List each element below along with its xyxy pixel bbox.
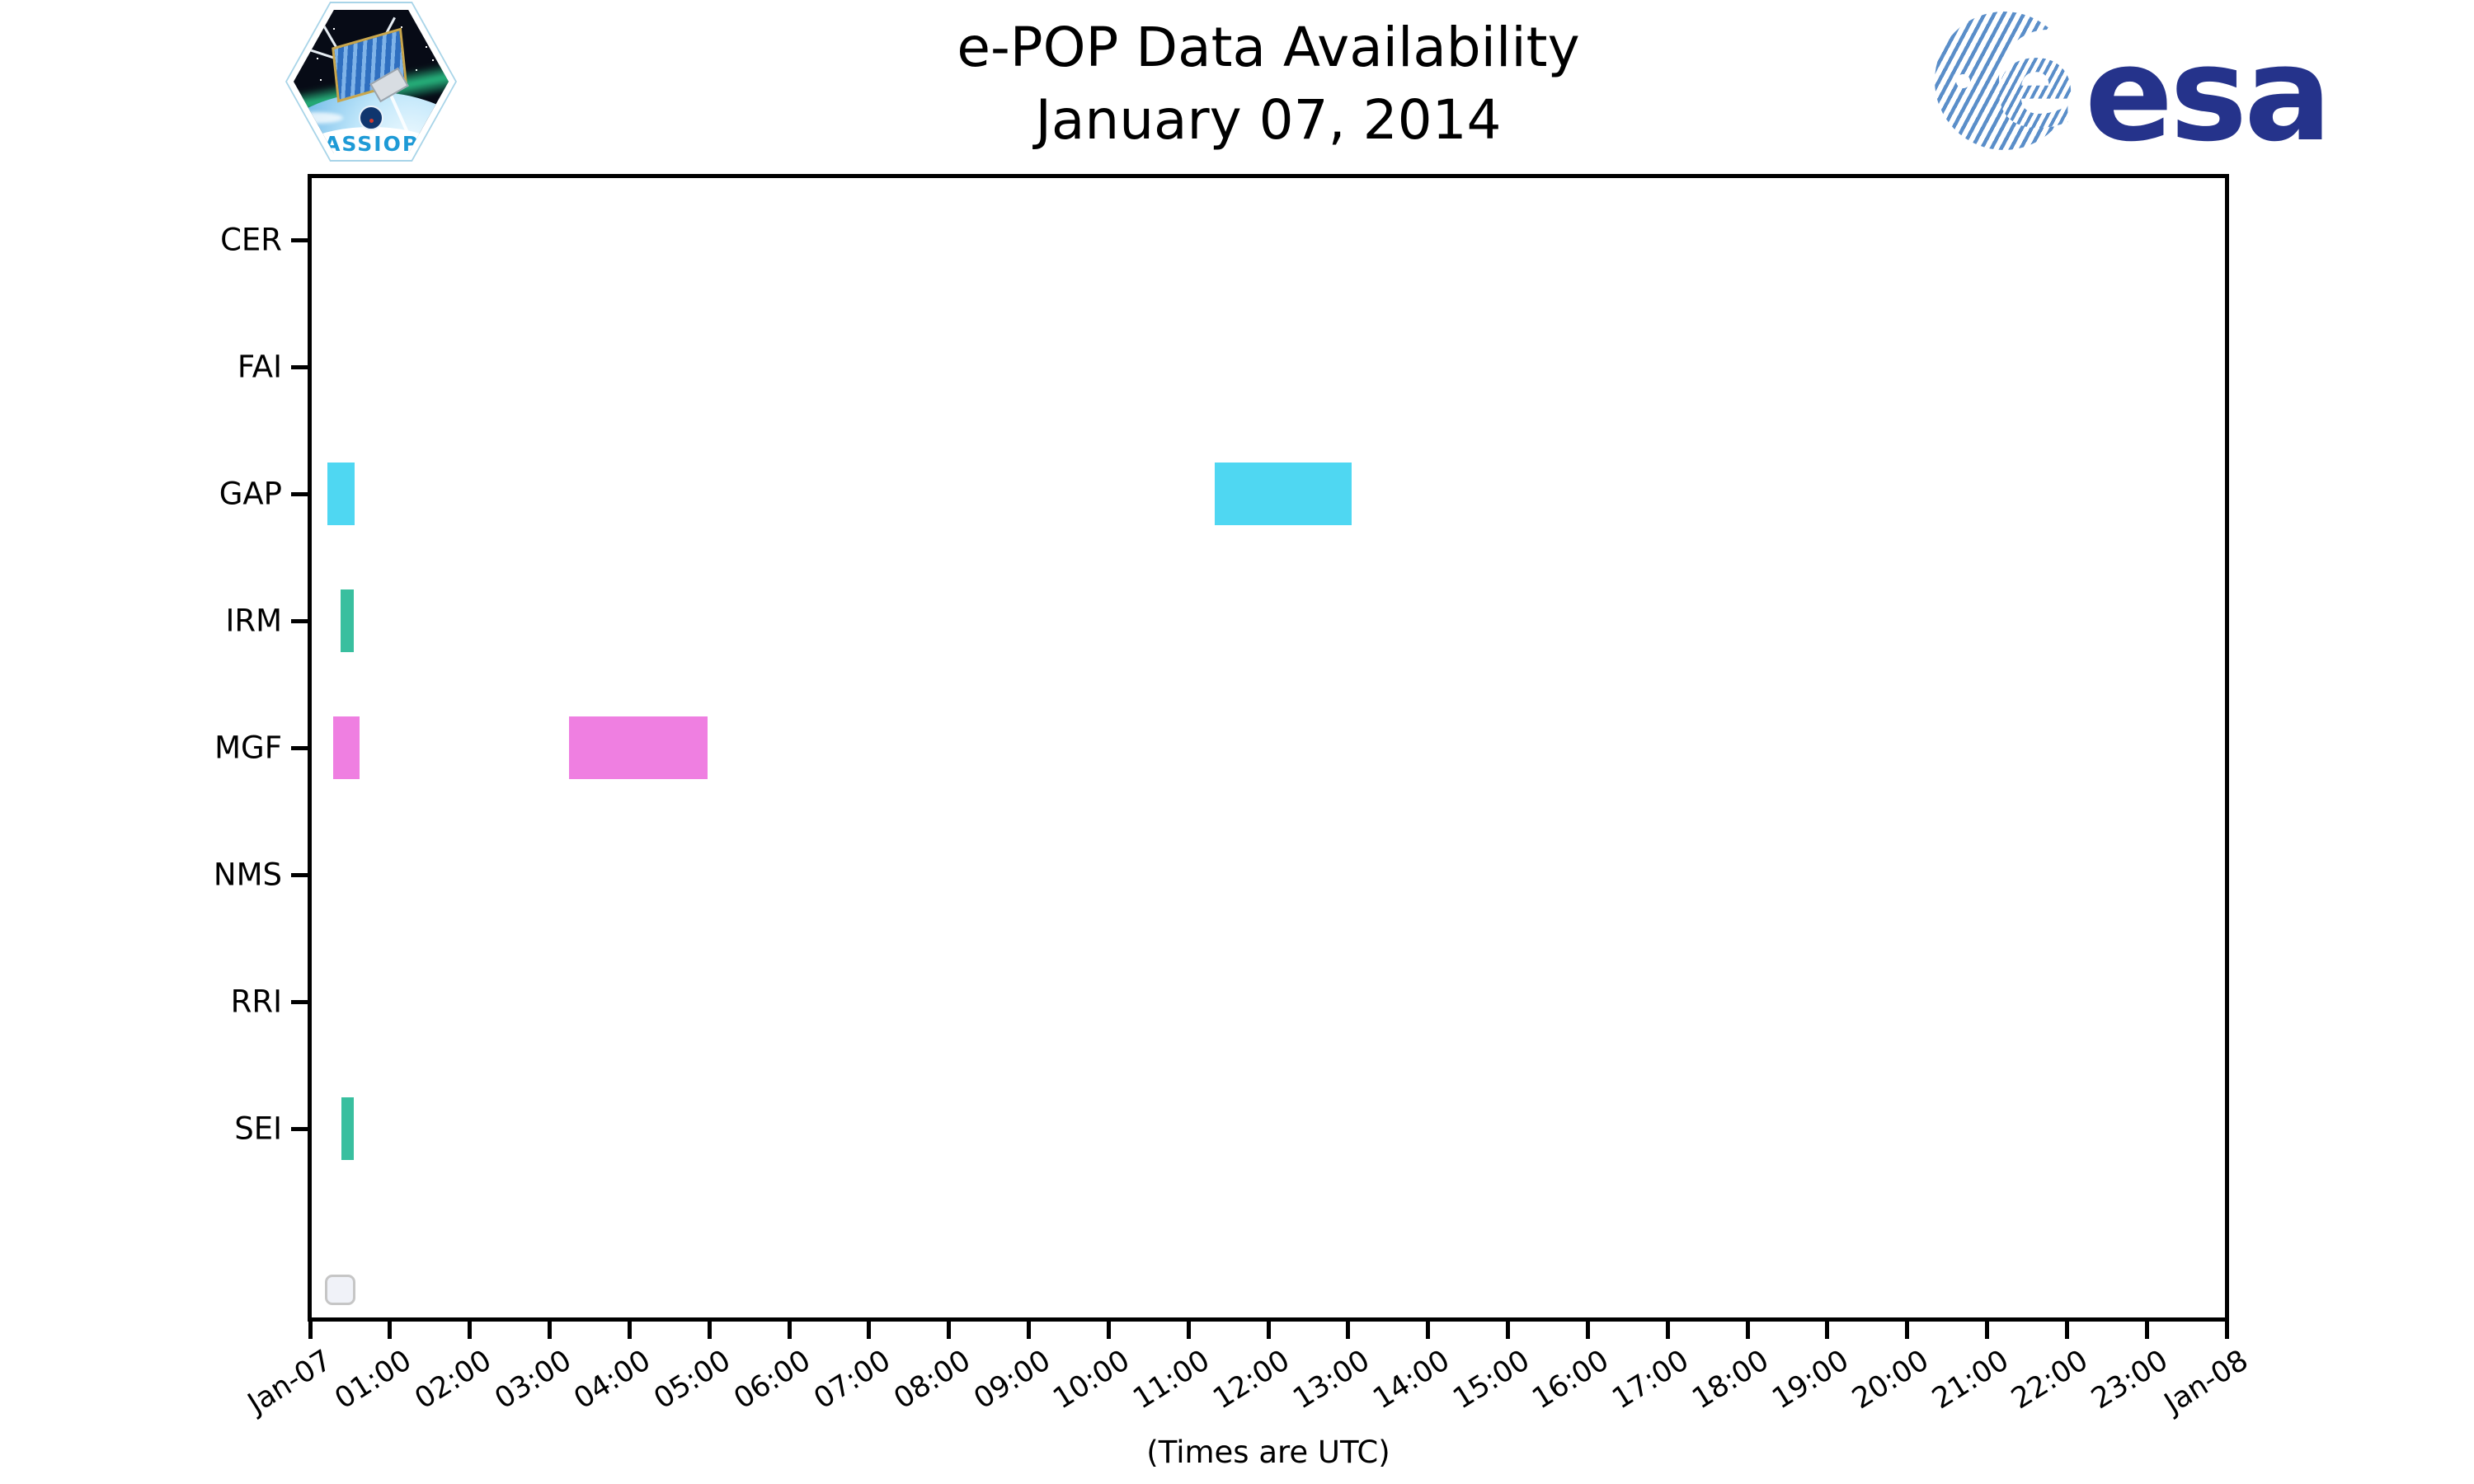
y-tick-CER [291, 237, 310, 242]
x-axis-label-03:00: 03:00 [488, 1344, 577, 1416]
x-tick-10:00 [1106, 1320, 1111, 1339]
y-axis-label-FAI: FAI [237, 349, 282, 385]
x-axis-label-18:00: 18:00 [1686, 1344, 1776, 1416]
x-axis-label-13:00: 13:00 [1287, 1344, 1376, 1416]
x-tick-16:00 [1585, 1320, 1590, 1339]
x-tick-22:00 [2064, 1320, 2069, 1339]
x-tick-11:00 [1186, 1320, 1191, 1339]
y-tick-SEI [291, 1126, 310, 1131]
x-axis-label-14:00: 14:00 [1367, 1344, 1456, 1416]
availability-bar-GAP-00:13 [327, 463, 355, 525]
x-axis-label-23:00: 23:00 [2086, 1344, 2175, 1416]
y-tick-GAP [291, 491, 310, 496]
cassiope-mission-patch-logo: CASSIOPE [285, 2, 457, 162]
x-axis-label-17:00: 17:00 [1606, 1344, 1696, 1416]
x-tick-08:00 [947, 1320, 952, 1339]
csa-emblem [359, 106, 383, 130]
plot-layer [310, 176, 2227, 1319]
y-axis-label-CER: CER [220, 222, 282, 258]
x-tick-06:00 [787, 1320, 792, 1339]
x-axis-label-Jan-08: Jan-08 [2158, 1344, 2255, 1421]
y-tick-RRI [291, 999, 310, 1004]
chart-title: e-POP Data Availability [957, 16, 1580, 79]
x-tick-03:00 [548, 1320, 552, 1339]
x-tick-21:00 [1985, 1320, 1989, 1339]
x-axis-label-07:00: 07:00 [808, 1344, 897, 1416]
esa-e-mark: e [1994, 13, 2077, 155]
x-tick-17:00 [1665, 1320, 1670, 1339]
x-tick-02:00 [468, 1320, 473, 1339]
x-axis-label-16:00: 16:00 [1526, 1344, 1616, 1416]
x-tick-Jan-07 [308, 1320, 313, 1339]
chart-subtitle-date: January 07, 2014 [1035, 88, 1502, 152]
y-axis-label-MGF: MGF [214, 730, 282, 766]
x-axis-label-15:00: 15:00 [1446, 1344, 1536, 1416]
x-tick-14:00 [1426, 1320, 1431, 1339]
x-tick-07:00 [867, 1320, 872, 1339]
x-tick-09:00 [1027, 1320, 1031, 1339]
x-tick-04:00 [627, 1320, 632, 1339]
y-axis-label-NMS: NMS [213, 857, 282, 893]
x-axis-label-22:00: 22:00 [2006, 1344, 2095, 1416]
x-tick-18:00 [1745, 1320, 1750, 1339]
y-tick-FAI [291, 364, 310, 369]
x-axis-label-21:00: 21:00 [1926, 1344, 2015, 1416]
x-axis-label-09:00: 09:00 [967, 1344, 1056, 1416]
x-axis-label-20:00: 20:00 [1846, 1344, 1935, 1416]
x-axis-label-01:00: 01:00 [329, 1344, 418, 1416]
empty-legend-box [325, 1275, 355, 1305]
x-axis-label-08:00: 08:00 [888, 1344, 976, 1416]
y-tick-IRM [291, 618, 310, 623]
x-axis-label-11:00: 11:00 [1127, 1344, 1216, 1416]
x-axis-label-Jan-07: Jan-07 [242, 1344, 338, 1421]
x-axis-label-06:00: 06:00 [728, 1344, 817, 1416]
x-tick-01:00 [388, 1320, 393, 1339]
chart-title-block: e-POP Data Availability January 07, 2014 [310, 12, 2227, 157]
y-axis-label-GAP: GAP [219, 476, 282, 512]
x-axis-label-19:00: 19:00 [1766, 1344, 1856, 1416]
esa-logo: e esa [1930, 5, 2332, 163]
availability-bar-MGF-00:17 [333, 716, 360, 779]
availability-bar-SEI-00:23 [341, 1097, 355, 1160]
x-axis-label-12:00: 12:00 [1207, 1344, 1296, 1416]
y-tick-MGF [291, 745, 310, 750]
y-axis-label-SEI: SEI [234, 1111, 282, 1147]
esa-wordmark: esa [2085, 19, 2332, 171]
x-axis-label-10:00: 10:00 [1047, 1344, 1136, 1416]
availability-bar-GAP-11:20 [1215, 463, 1352, 525]
x-axis-label-02:00: 02:00 [409, 1344, 497, 1416]
x-tick-Jan-08 [2224, 1320, 2229, 1339]
x-tick-23:00 [2144, 1320, 2149, 1339]
x-tick-20:00 [1905, 1320, 1910, 1339]
x-axis-label-05:00: 05:00 [648, 1344, 737, 1416]
x-tick-13:00 [1346, 1320, 1351, 1339]
x-tick-12:00 [1266, 1320, 1271, 1339]
esa-globe-dot [1956, 74, 1970, 88]
esa-globe-crescent [1999, 30, 2096, 127]
y-axis-label-IRM: IRM [225, 603, 282, 639]
x-axis-label-04:00: 04:00 [568, 1344, 657, 1416]
y-axis-label-RRI: RRI [230, 984, 282, 1020]
x-tick-19:00 [1825, 1320, 1830, 1339]
x-axis-caption: (Times are UTC) [1146, 1435, 1390, 1470]
x-tick-05:00 [707, 1320, 712, 1339]
availability-bar-MGF-03:14 [568, 716, 708, 779]
y-tick-NMS [291, 872, 310, 877]
x-tick-15:00 [1506, 1320, 1510, 1339]
availability-bar-IRM-00:23 [340, 589, 355, 652]
